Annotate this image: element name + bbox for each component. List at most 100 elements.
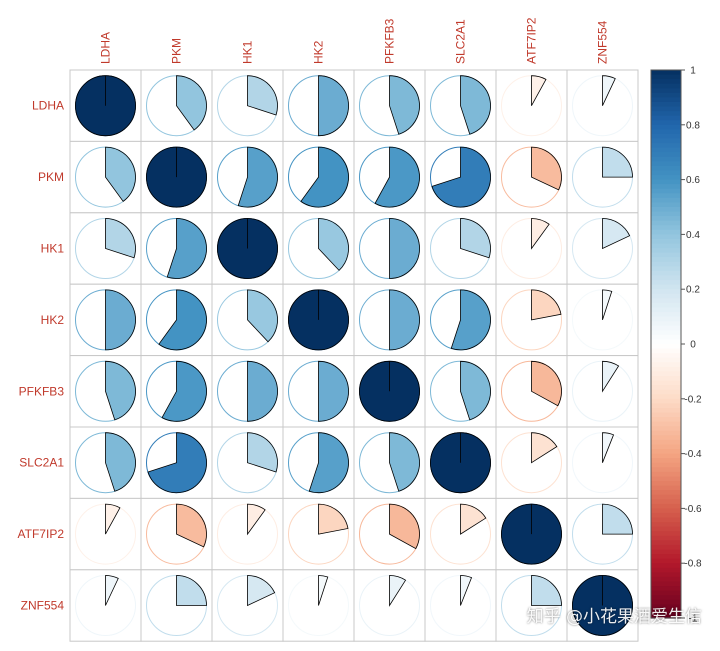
colorbar-segment [651, 549, 681, 555]
colorbar-segment [651, 261, 681, 267]
colorbar-segment [651, 252, 681, 258]
colorbar: 1 0.8 0.6 0.4 0.2 0 -0.2 -0.4 -0.6 -0.8 -1 [650, 66, 702, 625]
pie-LDHA-ZNF554 [602, 75, 616, 106]
row-label: HK1 [41, 242, 65, 256]
colorbar-segment [651, 485, 681, 491]
colorbar-segment [651, 179, 681, 185]
colorbar-segment [651, 133, 681, 140]
pie-PKM-PFKFB3 [374, 146, 420, 208]
colorbar-segment [651, 289, 681, 295]
colorbar-segment [651, 558, 681, 564]
pie-ZNF554-HK1 [247, 575, 276, 607]
colorbar-segment [651, 385, 681, 391]
colorbar-segment [651, 234, 681, 240]
colorbar-segment [651, 366, 681, 372]
pie-ATF7IP2-ZNF554 [602, 503, 633, 535]
colorbar-segment [651, 567, 681, 573]
column-label: PFKFB3 [383, 18, 397, 64]
colorbar-segment [651, 526, 681, 532]
colorbar-segment [651, 494, 681, 500]
colorbar-segment [651, 476, 681, 482]
colorbar-segment [651, 284, 681, 290]
pie-PFKFB3-ZNF554 [602, 360, 620, 393]
colorbar-segment [651, 143, 681, 149]
colorbar-segment [651, 321, 681, 327]
colorbar-segment [651, 572, 681, 578]
pie-PKM-HK2 [300, 146, 349, 208]
pie-HK1-PKM [166, 218, 207, 279]
colorbar-tick-label: 0.8 [686, 120, 700, 131]
pie-ATF7IP2-HK1 [247, 503, 266, 536]
colorbar-tick-label: 0 [690, 340, 696, 351]
pie-ZNF554-SLC2A1 [460, 575, 473, 606]
colorbar-segment [651, 517, 681, 523]
row-label: SLC2A1 [19, 456, 64, 470]
pie-HK1-PFKFB3 [389, 218, 420, 279]
column-label: SLC2A1 [454, 19, 468, 64]
column-label: HK2 [312, 40, 326, 64]
colorbar-segment [651, 576, 681, 583]
colorbar-segment [651, 613, 681, 619]
pie-HK2-PKM [158, 289, 207, 351]
colorbar-segment [651, 344, 681, 350]
colorbar-segment [651, 490, 681, 496]
pie-LDHA-SLC2A1 [460, 75, 491, 135]
colorbar-segment [651, 467, 681, 473]
pie-ATF7IP2-LDHA [105, 503, 121, 535]
pie-PKM-LDHA [105, 146, 136, 202]
pie-ZNF554-HK2 [318, 575, 329, 606]
pie-SLC2A1-ZNF554 [602, 432, 615, 463]
colorbar-segment [651, 165, 681, 172]
pie-HK1-SLC2A1 [460, 218, 491, 259]
colorbar-segment [651, 293, 681, 299]
column-label: ATF7IP2 [525, 17, 539, 64]
colorbar-segment [651, 544, 681, 551]
pie-ATF7IP2-PFKFB3 [389, 503, 420, 550]
colorbar-segment [651, 147, 681, 153]
colorbar-tick-label: -0.4 [684, 449, 702, 460]
colorbar-segment [651, 243, 681, 249]
row-label: ATF7IP2 [18, 527, 65, 541]
row-label: PKM [38, 170, 64, 184]
colorbar-segment [651, 92, 681, 98]
colorbar-tick-label: 0.6 [686, 175, 700, 186]
colorbar-segment [651, 238, 681, 245]
colorbar-segment [651, 595, 681, 601]
colorbar-segment [651, 111, 681, 117]
colorbar-segment [651, 197, 681, 204]
colorbar-segment [651, 471, 681, 478]
row-label: PFKFB3 [19, 384, 65, 398]
colorbar-segment [651, 152, 681, 158]
colorbar-segment [651, 120, 681, 126]
colorbar-segment [651, 220, 681, 226]
colorbar-segment [651, 202, 681, 208]
colorbar-segment [651, 307, 681, 313]
colorbar-segment [651, 216, 681, 222]
matrix-cells [69, 69, 639, 642]
pie-PKM-ZNF554 [602, 146, 633, 178]
pie-PKM-HK1 [237, 146, 278, 208]
colorbar-segment [651, 188, 681, 194]
colorbar-segment [651, 531, 681, 537]
colorbar-segment [651, 403, 681, 409]
colorbar-segment [651, 312, 681, 318]
row-label: ZNF554 [21, 599, 65, 613]
colorbar-segment [651, 339, 681, 345]
colorbar-segment [651, 97, 681, 103]
colorbar-segment [651, 257, 681, 263]
colorbar-segment [651, 170, 681, 176]
colorbar-segment [651, 512, 681, 519]
colorbar-segment [651, 357, 681, 363]
colorbar-segment [651, 325, 681, 331]
pie-HK1-ATF7IP2 [531, 218, 550, 250]
colorbar-segment [651, 74, 681, 80]
colorbar-segment [651, 586, 681, 592]
colorbar-segment [651, 421, 681, 427]
colorbar-segment [651, 503, 681, 509]
pie-PFKFB3-PKM [161, 360, 207, 422]
row-label: HK2 [41, 313, 65, 327]
pie-SLC2A1-HK1 [247, 432, 278, 473]
colorbar-segment [651, 334, 681, 341]
colorbar-segment [651, 407, 681, 414]
